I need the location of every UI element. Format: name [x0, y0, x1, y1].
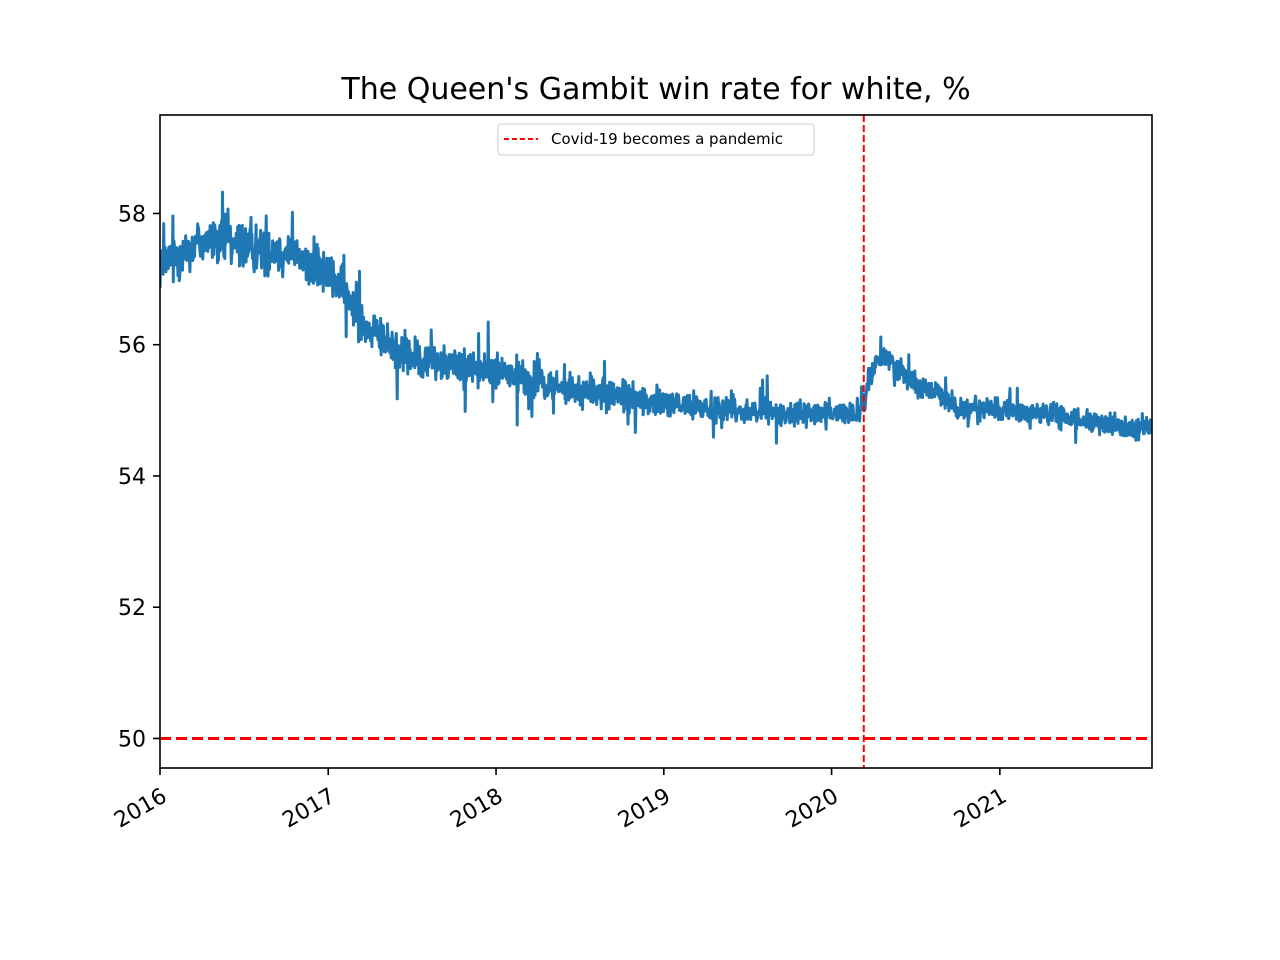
y-tick-label: 54: [118, 465, 146, 490]
legend-label: Covid-19 becomes a pandemic: [551, 130, 783, 148]
y-tick-label: 56: [118, 334, 146, 359]
legend-box: [497, 123, 815, 156]
y-tick-label: 52: [118, 596, 146, 621]
y-tick-label: 50: [118, 727, 146, 752]
chart-title: The Queen's Gambit win rate for white, %: [340, 72, 970, 107]
series-line-0: [160, 190, 1152, 445]
plot-area: [160, 115, 1152, 768]
y-tick-label: 58: [118, 202, 146, 227]
axes-frame: [159, 114, 1153, 769]
legend: Covid-19 becomes a pandemic: [497, 123, 815, 156]
